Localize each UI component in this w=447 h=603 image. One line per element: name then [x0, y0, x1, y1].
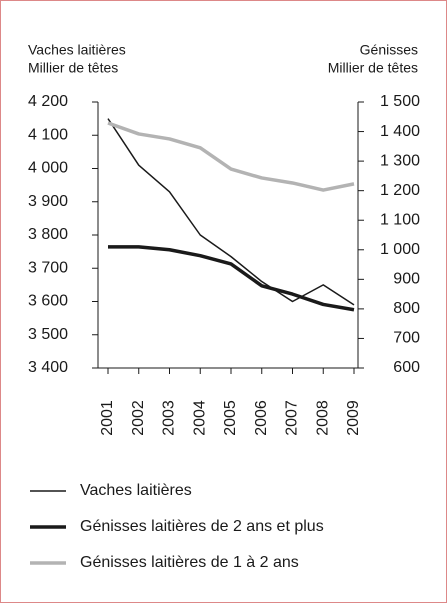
x-tick-label: 2007	[284, 400, 301, 436]
y2-tick-label: 700	[393, 330, 420, 347]
y-tick-label: 3 900	[28, 193, 68, 210]
x-tick-label: 2006	[253, 400, 270, 436]
y2-tick-label: 900	[393, 271, 420, 288]
y-tick-label: 3 700	[28, 259, 68, 276]
y-tick-label: 3 800	[28, 226, 68, 243]
y-label: Vaches laitières	[28, 42, 126, 58]
legend-label: Génisses laitières de 2 ans et plus	[80, 518, 324, 535]
y-label: Millier de têtes	[28, 60, 118, 76]
series-line	[107, 121, 355, 192]
x-tick-label: 2008	[314, 400, 331, 436]
y-tick-label: 3 600	[28, 293, 68, 310]
y2-label: Millier de têtes	[328, 60, 418, 76]
y2-tick-label: 1 100	[380, 211, 420, 228]
y-tick-label: 3 400	[28, 359, 68, 376]
series-line	[107, 118, 355, 306]
y2-tick-label: 600	[393, 359, 420, 376]
x-tick-label: 2003	[161, 400, 178, 436]
x-tick-label: 2001	[99, 400, 116, 436]
x-tick-label: 2004	[191, 400, 208, 436]
y2-label: Génisses	[360, 42, 418, 58]
y2-tick-label: 800	[393, 300, 420, 317]
y-tick-label: 4 200	[28, 93, 68, 110]
legend-label: Génisses laitières de 1 à 2 ans	[80, 554, 299, 571]
y2-tick-label: 1 200	[380, 182, 420, 199]
x-tick-label: 2009	[345, 400, 362, 436]
y2-tick-label: 1 500	[380, 93, 420, 110]
y2-tick-label: 1 400	[380, 123, 420, 140]
x-tick-label: 2005	[222, 400, 239, 436]
y2-tick-label: 1 000	[380, 241, 420, 258]
y-tick-label: 4 000	[28, 160, 68, 177]
legend-label: Vaches laitières	[80, 482, 192, 499]
series-line	[108, 245, 355, 312]
y2-tick-label: 1 300	[380, 152, 420, 169]
x-tick-label: 2002	[130, 400, 147, 436]
y-tick-label: 3 500	[28, 326, 68, 343]
y-tick-label: 4 100	[28, 126, 68, 143]
